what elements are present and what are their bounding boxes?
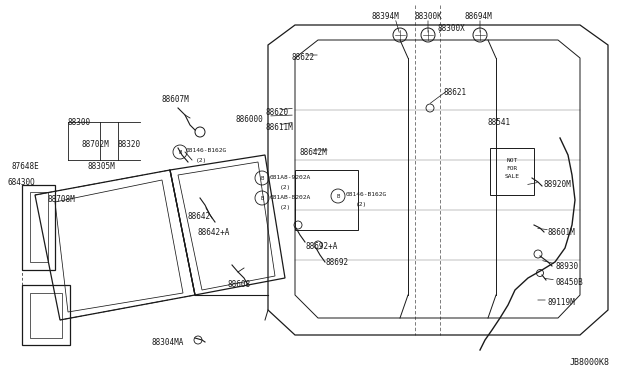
Text: (2): (2) (196, 158, 207, 163)
Text: 08146-B162G: 08146-B162G (186, 148, 227, 153)
Text: 88611M: 88611M (265, 123, 292, 132)
Text: 08146-B162G: 08146-B162G (346, 192, 387, 197)
Text: 88692: 88692 (325, 258, 348, 267)
Text: FOR: FOR (506, 166, 518, 171)
Text: 08450B: 08450B (556, 278, 584, 287)
Text: 88694M: 88694M (464, 12, 492, 21)
Text: 88930: 88930 (556, 262, 579, 271)
Text: 88620: 88620 (265, 108, 288, 117)
Text: 081AB-8202A: 081AB-8202A (270, 195, 311, 200)
Text: 88642+A: 88642+A (198, 228, 230, 237)
Text: 88608: 88608 (228, 280, 251, 289)
Text: 88300: 88300 (68, 118, 91, 127)
Text: 88621: 88621 (444, 88, 467, 97)
Text: 88642M: 88642M (300, 148, 328, 157)
Text: 88601M: 88601M (548, 228, 576, 237)
Text: 88920M: 88920M (544, 180, 572, 189)
Text: (2): (2) (280, 205, 291, 210)
Text: SALE: SALE (504, 174, 520, 179)
Text: 88622: 88622 (291, 53, 314, 62)
Text: 88692+A: 88692+A (305, 242, 337, 251)
Text: B: B (179, 150, 182, 154)
Text: 89119M: 89119M (548, 298, 576, 307)
Text: NOT: NOT (506, 158, 518, 163)
Text: 886000: 886000 (235, 115, 263, 124)
Text: 081A8-9202A: 081A8-9202A (270, 175, 311, 180)
Text: 88304MA: 88304MA (152, 338, 184, 347)
Text: 88642: 88642 (188, 212, 211, 221)
Text: B: B (260, 196, 264, 201)
Text: 87648E: 87648E (12, 162, 40, 171)
Text: 88394M: 88394M (371, 12, 399, 21)
Text: 88305M: 88305M (88, 162, 116, 171)
Text: JB8000K8: JB8000K8 (570, 358, 610, 367)
Text: (2): (2) (280, 185, 291, 190)
Bar (490, 148, 534, 195)
Text: 88300X: 88300X (438, 24, 466, 33)
Text: B: B (337, 193, 340, 199)
Text: 88320: 88320 (118, 140, 141, 149)
Text: 88300K: 88300K (414, 12, 442, 21)
Text: 88708M: 88708M (48, 195, 76, 204)
Text: 88607M: 88607M (162, 95, 189, 104)
Bar (295, 170, 358, 230)
Text: 88702M: 88702M (82, 140, 109, 149)
Text: 88541: 88541 (488, 118, 511, 127)
Text: (2): (2) (356, 202, 367, 207)
Text: 68430Q: 68430Q (8, 178, 36, 187)
Text: B: B (260, 176, 264, 180)
